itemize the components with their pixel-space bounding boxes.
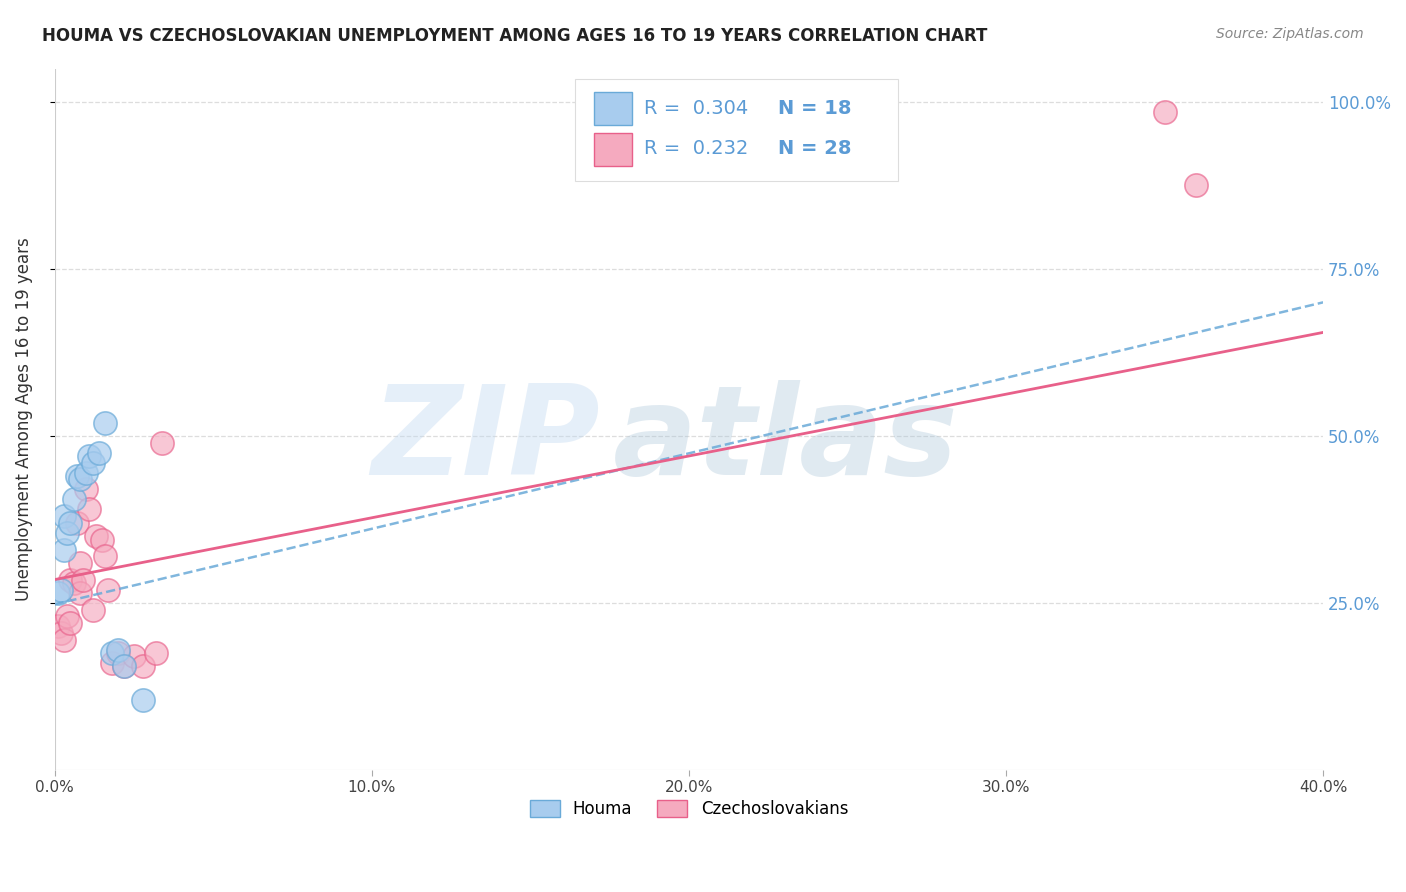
- Text: atlas: atlas: [613, 380, 959, 500]
- Point: [79, 449, 101, 463]
- Point: [69, 556, 91, 570]
- Legend: Houma, Czechoslovakians: Houma, Czechoslovakians: [523, 793, 855, 825]
- Point: [59, 615, 82, 630]
- Point: [69, 472, 91, 486]
- Point: [69, 586, 91, 600]
- Text: ZIP: ZIP: [371, 380, 600, 500]
- Point: [97, 582, 120, 597]
- Point: [100, 646, 122, 660]
- Point: [94, 549, 117, 564]
- Point: [132, 659, 155, 673]
- Point: [150, 435, 173, 450]
- Point: [112, 659, 135, 673]
- Point: [100, 656, 122, 670]
- Point: [49, 626, 72, 640]
- Point: [84, 529, 107, 543]
- Point: [53, 632, 76, 647]
- Point: [56, 525, 79, 540]
- Point: [1185, 178, 1208, 193]
- Y-axis label: Unemployment Among Ages 16 to 19 years: Unemployment Among Ages 16 to 19 years: [15, 237, 32, 601]
- Point: [53, 509, 76, 524]
- Point: [46, 619, 69, 633]
- Point: [107, 642, 129, 657]
- Point: [112, 659, 135, 673]
- Text: Source: ZipAtlas.com: Source: ZipAtlas.com: [1216, 27, 1364, 41]
- Point: [62, 576, 84, 591]
- Point: [75, 466, 97, 480]
- Text: R =  0.232: R = 0.232: [644, 139, 749, 159]
- FancyBboxPatch shape: [593, 92, 631, 125]
- Point: [91, 533, 114, 547]
- FancyBboxPatch shape: [575, 79, 898, 181]
- Point: [53, 542, 76, 557]
- Text: HOUMA VS CZECHOSLOVAKIAN UNEMPLOYMENT AMONG AGES 16 TO 19 YEARS CORRELATION CHAR: HOUMA VS CZECHOSLOVAKIAN UNEMPLOYMENT AM…: [42, 27, 987, 45]
- FancyBboxPatch shape: [593, 133, 631, 166]
- Point: [107, 646, 129, 660]
- Point: [145, 646, 167, 660]
- Point: [66, 516, 89, 530]
- Point: [87, 445, 110, 459]
- Point: [49, 582, 72, 597]
- Point: [1153, 104, 1175, 119]
- Point: [59, 516, 82, 530]
- Point: [56, 609, 79, 624]
- Point: [75, 483, 97, 497]
- Point: [66, 469, 89, 483]
- Point: [82, 456, 104, 470]
- Point: [46, 586, 69, 600]
- Point: [72, 573, 94, 587]
- Point: [132, 693, 155, 707]
- Point: [122, 649, 145, 664]
- Point: [82, 602, 104, 616]
- Point: [62, 492, 84, 507]
- Text: N = 28: N = 28: [778, 139, 851, 159]
- Point: [79, 502, 101, 516]
- Text: N = 18: N = 18: [778, 99, 851, 118]
- Point: [94, 416, 117, 430]
- Point: [678, 112, 700, 126]
- Point: [59, 573, 82, 587]
- Text: R =  0.304: R = 0.304: [644, 99, 748, 118]
